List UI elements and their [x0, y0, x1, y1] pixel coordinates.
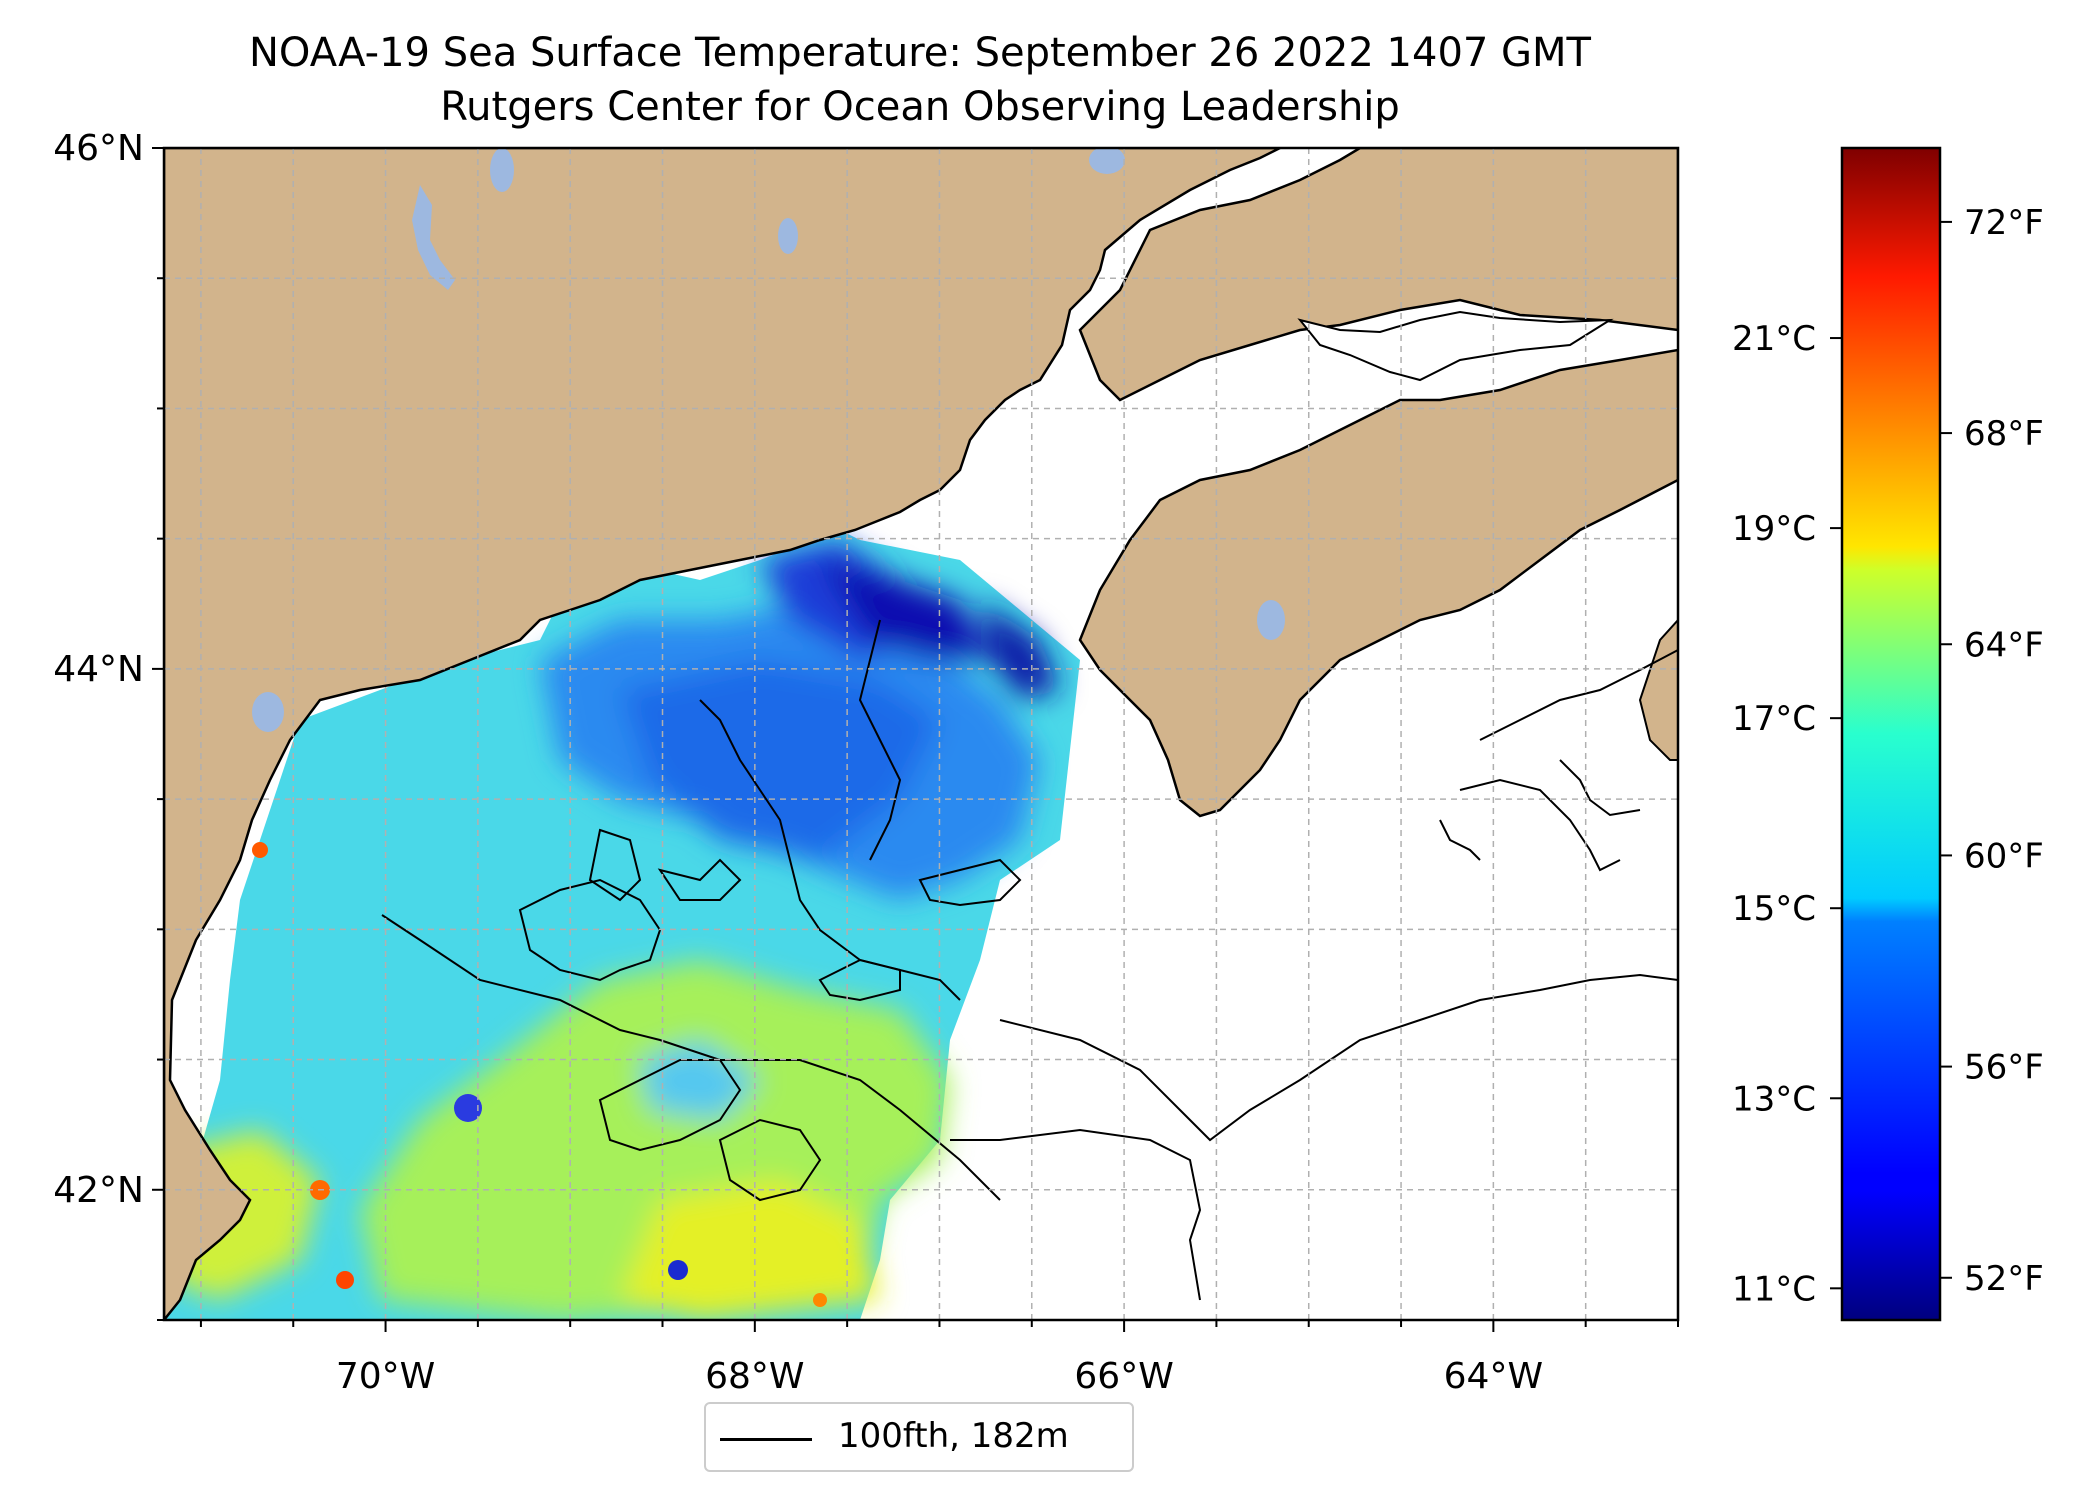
colorbar-c-label: 17°C: [1732, 699, 1816, 739]
colorbar: [1840, 146, 1942, 1322]
chart-title: NOAA-19 Sea Surface Temperature: Septemb…: [249, 30, 1591, 76]
map-frame: [162, 146, 1680, 1322]
colorbar-f-label: 56°F: [1964, 1048, 2044, 1088]
sst-field: [164, 520, 1080, 1320]
colorbar-c-label: 15°C: [1732, 889, 1816, 929]
colorbar-c-label: 21°C: [1732, 319, 1816, 359]
legend-line-swatch: [720, 1438, 812, 1441]
lon-tick-label: 66°W: [1074, 1356, 1173, 1397]
lat-tick-label: 42°N: [53, 1170, 144, 1211]
lat-tick-label: 46°N: [53, 128, 144, 169]
colorbar-f-label: 60°F: [1964, 836, 2044, 876]
lon-tick-label: 68°W: [705, 1356, 804, 1397]
legend: 100fth, 182m: [704, 1402, 1134, 1472]
legend-label: 100fth, 182m: [838, 1416, 1069, 1456]
colorbar-c-label: 11°C: [1732, 1269, 1816, 1309]
colorbar-f-label: 68°F: [1964, 414, 2044, 454]
axis-ticks: 70°W 68°W 66°W 64°W 46°N 44°N 42°N: [53, 128, 1679, 1397]
colorbar-f-label: 64°F: [1964, 625, 2044, 665]
colorbar-c-label: 13°C: [1732, 1079, 1816, 1119]
chart-subtitle: Rutgers Center for Ocean Observing Leade…: [440, 84, 1400, 130]
lon-tick-label: 70°W: [336, 1356, 435, 1397]
lon-tick-label: 64°W: [1444, 1356, 1543, 1397]
land: [164, 148, 1678, 1320]
colorbar-c-label: 19°C: [1732, 509, 1816, 549]
lakes: [252, 148, 1285, 732]
colorbar-f-label: 52°F: [1964, 1259, 2044, 1299]
lat-tick-label: 44°N: [53, 649, 144, 690]
colorbar-f-label: 72°F: [1964, 203, 2044, 243]
colorbar-ticks: 72°F 68°F 64°F 60°F 56°F 52°F 21°C 19°C 17°C 15°C…: [1732, 203, 2044, 1309]
